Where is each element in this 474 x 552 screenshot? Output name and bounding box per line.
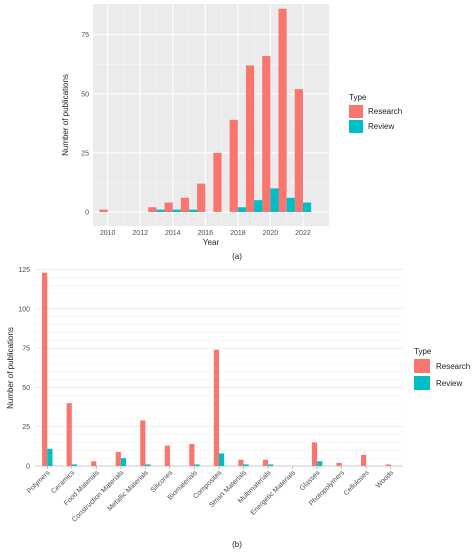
chart-a-bar-research-2020: [262, 56, 271, 212]
chart-b-y-tick-label: 100: [18, 306, 30, 313]
chart-a-bar-review-2018: [237, 207, 247, 212]
chart-b-legend-title: Type: [414, 347, 432, 356]
chart-b-bar-research-smart-materials: [238, 459, 244, 466]
chart-b-x-tick-label: Polymers: [26, 469, 52, 495]
chart-a-y-tick-label: 0: [85, 210, 89, 217]
chart-a-x-tick-label: 2022: [295, 230, 311, 237]
chart-b-bar-research-photopolymers: [336, 462, 342, 466]
chart-a-bar-research-2013: [148, 207, 157, 212]
chart-a-y-ticks: 0 25 50 75: [81, 32, 89, 216]
chart-b-bar-review-glasses: [317, 461, 323, 466]
chart-b-bar-research-biomaterials: [189, 444, 195, 466]
chart-a-y-tick-label: 50: [81, 91, 89, 98]
chart-a-bar-research-2015: [180, 197, 190, 212]
chart-a-y-axis-label: Number of publications: [61, 74, 70, 156]
chart-a-bar-research-2010: [99, 209, 108, 212]
chart-a-legend: Type Research Review: [349, 93, 402, 133]
chart-b-bar-research-multimaterials: [262, 459, 269, 466]
chart-a-bar-review-2022: [302, 202, 312, 212]
chart-a-bar-research-2022: [294, 89, 303, 212]
chart-a-bar-review-2021: [286, 197, 295, 212]
chart-a-bar-review-2013: [156, 209, 165, 212]
chart-a-x-tick-label: 2016: [198, 230, 214, 237]
chart-b-bar-review-smart-materials: [243, 464, 249, 466]
chart-b-bar-research-composites: [213, 349, 219, 466]
chart-b-legend-key-review: [414, 376, 430, 390]
chart-b-bar-research-polymers: [42, 272, 48, 466]
chart-a-x-tick-label: 2014: [165, 230, 181, 237]
chart-a-legend-key-review: [349, 120, 363, 133]
chart-b-bar-review-polymers: [47, 448, 53, 466]
chart-b-bar-research-celluloses: [361, 455, 367, 466]
chart-b-y-tick-label: 125: [18, 267, 30, 274]
chart-b-bar-review-multimaterials: [268, 464, 274, 466]
chart-b-bar-review-construction-materials: [120, 458, 127, 466]
chart-a-legend-key-research: [349, 105, 363, 118]
chart-a-x-tick-label: 2010: [100, 230, 116, 237]
chart-a-bar-review-2019: [254, 200, 263, 212]
chart-b-bars: [42, 272, 391, 466]
chart-b-y-tick-label: 75: [22, 346, 30, 353]
chart-a-plot-background: [93, 4, 329, 226]
chart-b-legend: Type Research Review: [414, 347, 470, 390]
chart-a-legend-label-review: Review: [368, 122, 394, 131]
chart-a-x-tick-label: 2018: [230, 230, 246, 237]
chart-a-x-ticks: 2010 2012 2014 2016 2018 2020 2022: [100, 230, 311, 237]
chart-a-bar-research-2016: [197, 183, 206, 212]
chart-a-y-tick-label: 75: [81, 32, 89, 39]
chart-b-legend-label-research: Research: [436, 362, 470, 371]
chart-a: 0 25 50 75 2010 2012 2014 2016 2018 2020 2022 Yea…: [61, 4, 402, 261]
chart-b-bar-research-food-materials: [91, 461, 97, 466]
chart-b-x-tick-label: Celluloses: [343, 469, 371, 497]
chart-a-bar-research-2014: [164, 202, 173, 212]
chart-a-x-tick-label: 2012: [132, 230, 148, 237]
chart-a-bar-review-2015: [189, 209, 198, 212]
chart-b-y-tick-label: 25: [22, 424, 30, 431]
chart-b-y-axis-label: Number of publications: [6, 327, 15, 409]
chart-a-bars: [99, 8, 312, 212]
chart-a-legend-title: Type: [349, 93, 367, 102]
chart-a-bar-research-2018: [229, 119, 238, 212]
chart-b-x-tick-label: Woods: [375, 469, 396, 490]
chart-b-x-tick-label: Glasses: [299, 469, 322, 492]
chart-b-legend-key-research: [414, 359, 430, 373]
chart-b-x-tick-label: Silicones: [150, 469, 175, 494]
chart-a-bar-research-2021: [278, 8, 287, 212]
chart-b-y-tick-label: 50: [22, 385, 30, 392]
chart-b-bar-research-ceramics: [66, 403, 72, 466]
chart-a-bar-research-2017: [213, 152, 222, 212]
chart-b-bar-research-glasses: [311, 442, 318, 466]
chart-a-x-tick-label: 2020: [263, 230, 279, 237]
chart-b-bar-research-silicones: [164, 445, 170, 466]
chart-a-legend-label-research: Research: [368, 107, 402, 116]
chart-a-bar-research-2019: [245, 65, 255, 212]
chart-b-y-ticks: 0 25 50 75 100 125: [18, 267, 30, 470]
chart-b-bar-research-metallic-materials: [140, 420, 146, 466]
chart-b-bar-research-construction-materials: [115, 451, 121, 466]
chart-a-caption: (a): [232, 252, 242, 261]
chart-b-bar-research-woods: [385, 464, 391, 466]
chart-b-bar-review-metallic-materials: [145, 464, 151, 466]
chart-b-bar-review-composites: [219, 453, 225, 466]
chart-a-bar-review-2020: [270, 188, 279, 212]
chart-b-legend-label-review: Review: [436, 379, 462, 388]
chart-a-bar-review-2014: [172, 209, 181, 212]
chart-b-x-tick-label: Energetic Materials: [250, 469, 298, 517]
chart-b-caption: (b): [232, 540, 242, 549]
chart-b-bar-review-biomaterials: [194, 464, 200, 466]
chart-a-x-axis-label: Year: [203, 238, 220, 247]
chart-a-y-tick-label: 25: [81, 150, 89, 157]
chart-b-bar-review-ceramics: [71, 464, 77, 466]
chart-b-y-tick-label: 0: [26, 464, 30, 471]
